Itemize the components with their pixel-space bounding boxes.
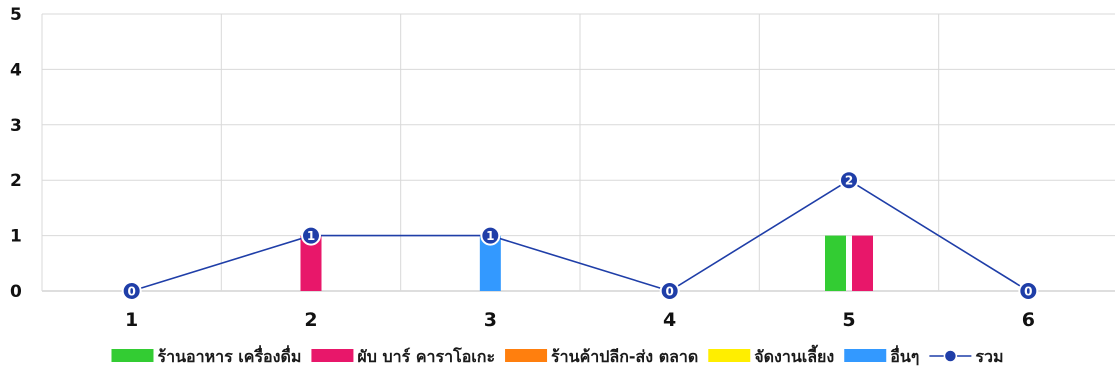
- bar: [479, 235, 501, 291]
- y-tick-label: 0: [10, 282, 22, 302]
- legend-label: ร้านค้าปลีก-ส่ง ตลาด: [551, 347, 698, 366]
- total-line: [131, 179, 1029, 292]
- total-point-label: 1: [486, 229, 494, 243]
- total-point: [301, 225, 321, 246]
- y-tick-label: 5: [10, 5, 22, 25]
- x-tick-label: 5: [842, 309, 855, 331]
- y-axis-ticks: 0 1 2 3 4 5: [10, 5, 22, 302]
- total-point-label: 0: [1024, 285, 1032, 299]
- total-point: [839, 170, 859, 191]
- legend: ร้านอาหาร เครื่องดื่ม ผับ บาร์ คาราโอเกะ ร…: [111, 344, 1004, 366]
- x-axis-ticks: 1 2 3 4 5 6: [125, 309, 1035, 331]
- legend-label: ผับ บาร์ คาราโอเกะ: [357, 346, 495, 366]
- legend-label: จัดงานเลี้ยง: [754, 344, 834, 366]
- total-point-label: 0: [665, 285, 673, 299]
- legend-label: ร้านอาหาร เครื่องดื่ม: [157, 345, 301, 366]
- legend-swatch: [311, 349, 354, 362]
- total-point: [659, 281, 680, 301]
- legend-label: รวม: [975, 347, 1003, 366]
- total-line-series: 0 1 1 0 2 0: [121, 170, 1039, 301]
- legend-swatch: [505, 349, 548, 362]
- y-tick-label: 3: [10, 116, 22, 136]
- total-point: [1018, 281, 1039, 301]
- total-point-label: 2: [845, 174, 853, 188]
- legend-swatch: [844, 349, 887, 362]
- total-point-label: 0: [127, 285, 135, 299]
- y-tick-label: 2: [10, 171, 22, 191]
- bar: [300, 235, 322, 291]
- total-point-label: 1: [307, 229, 315, 243]
- legend-swatch: [111, 349, 154, 362]
- y-tick-label: 4: [10, 60, 22, 80]
- x-tick-label: 6: [1022, 309, 1035, 331]
- legend-swatch: [708, 349, 751, 362]
- bar: [852, 235, 873, 291]
- legend-marker: [943, 349, 958, 363]
- x-tick-label: 1: [125, 309, 138, 331]
- bar: [825, 235, 846, 291]
- legend-label: อื่นๆ: [890, 345, 920, 366]
- total-point: [121, 281, 142, 301]
- x-tick-label: 2: [304, 309, 317, 331]
- y-tick-label: 1: [10, 227, 22, 247]
- grid: [41, 13, 1115, 292]
- total-point: [480, 225, 501, 246]
- bar-series: [300, 235, 873, 291]
- x-tick-label: 3: [484, 309, 497, 331]
- x-tick-label: 4: [663, 309, 676, 331]
